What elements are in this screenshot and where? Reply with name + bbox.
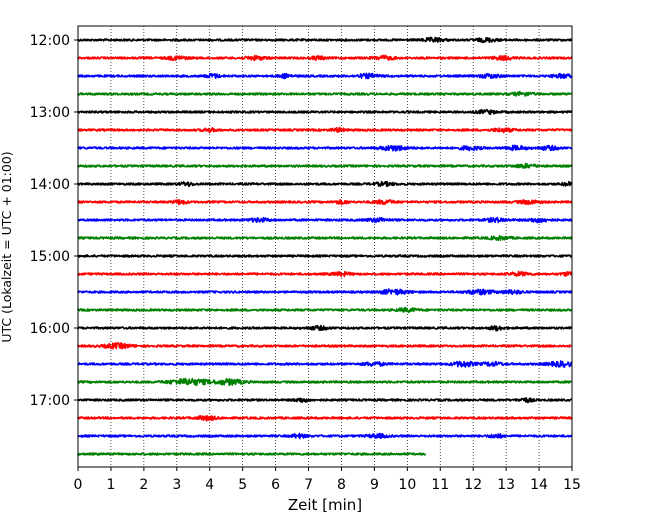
trace-1445 <box>77 234 573 242</box>
trace-1500 <box>77 254 573 258</box>
x-tick-label: 12 <box>464 477 482 493</box>
y-tick-label: 17:00 <box>30 393 70 409</box>
x-tick-label: 8 <box>337 477 346 493</box>
trace-1730 <box>77 432 573 440</box>
y-axis-label: UTC (Lokalzeit = UTC + 01:00) <box>0 151 14 342</box>
trace-1630 <box>77 360 573 368</box>
x-tick-label: 15 <box>563 477 581 493</box>
x-tick-label: 9 <box>370 477 379 493</box>
trace-1515 <box>77 270 573 278</box>
y-tick-label: 14:00 <box>30 177 70 193</box>
x-tick-label: 13 <box>497 477 515 493</box>
y-tick-label: 13:00 <box>30 105 70 121</box>
trace-1330 <box>77 144 573 152</box>
x-tick-label: 4 <box>205 477 214 493</box>
trace-1545 <box>77 306 573 314</box>
x-tick-label: 2 <box>139 477 148 493</box>
y-axis-ticks: 12:00 13:00 14:00 15:00 16:00 17:00 <box>30 33 78 409</box>
trace-1415 <box>77 198 573 206</box>
trace-1530 <box>77 288 573 296</box>
x-tick-label: 11 <box>431 477 449 493</box>
x-axis-ticks: 0 1 2 3 4 5 6 7 8 9 10 11 12 13 14 15 <box>74 467 581 493</box>
trace-1645 <box>77 377 573 387</box>
trace-1315 <box>77 126 573 134</box>
trace-1745 <box>77 452 427 456</box>
trace-1345 <box>77 162 573 169</box>
y-tick-label: 16:00 <box>30 321 70 337</box>
x-tick-label: 3 <box>172 477 181 493</box>
seismogram-traces <box>77 36 573 456</box>
trace-1430 <box>77 216 573 224</box>
trace-1700 <box>77 397 573 404</box>
trace-1215 <box>77 54 573 62</box>
y-tick-label: 15:00 <box>30 249 70 265</box>
plot-frame <box>77 25 573 468</box>
trace-1615 <box>77 342 573 350</box>
trace-1300 <box>77 108 573 115</box>
x-tick-label: 6 <box>271 477 280 493</box>
trace-1400 <box>77 180 573 188</box>
x-tick-label: 10 <box>398 477 416 493</box>
x-axis-label: Zeit [min] <box>288 496 362 514</box>
y-tick-label: 12:00 <box>30 33 70 49</box>
trace-1230 <box>77 72 573 80</box>
x-tick-label: 1 <box>106 477 115 493</box>
trace-1715 <box>77 414 573 422</box>
x-tick-label: 7 <box>304 477 313 493</box>
trace-1200 <box>77 36 573 44</box>
x-tick-label: 0 <box>74 477 83 493</box>
trace-1600 <box>77 324 573 332</box>
x-tick-label: 14 <box>530 477 548 493</box>
trace-1245 <box>77 90 573 97</box>
x-tick-label: 5 <box>238 477 247 493</box>
